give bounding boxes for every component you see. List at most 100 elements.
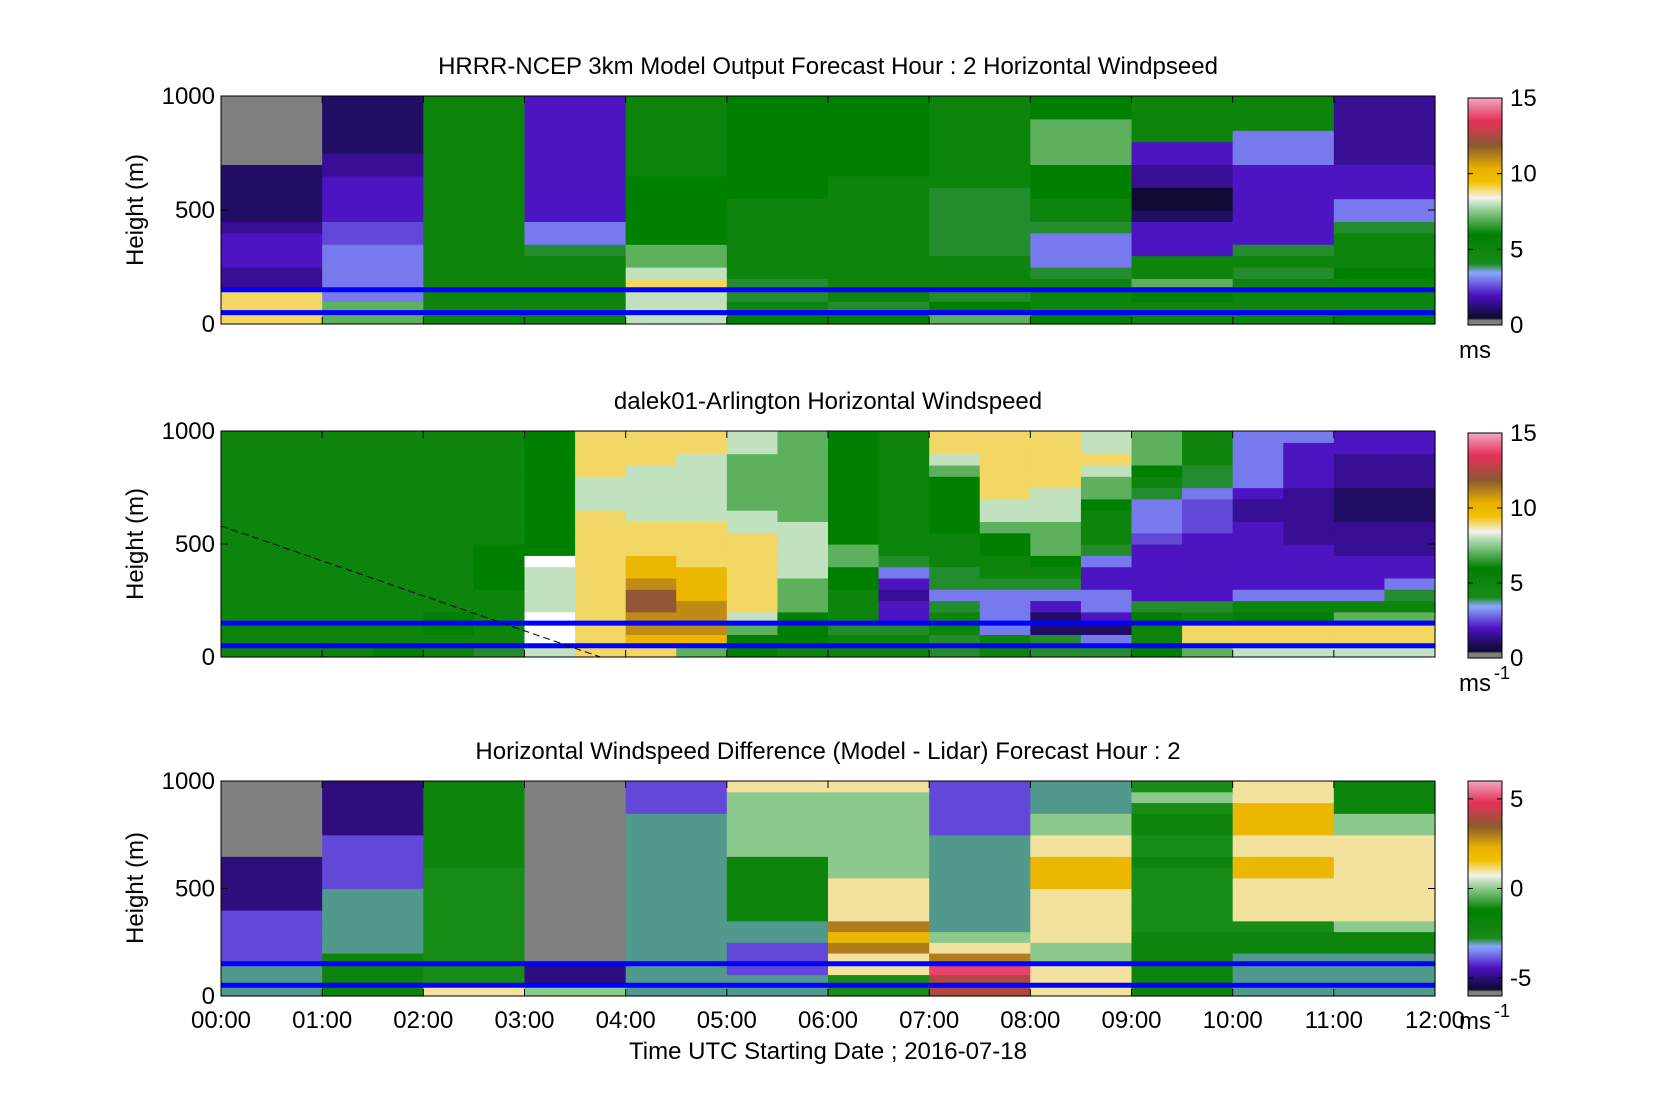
- heatmap-cell: [271, 453, 323, 466]
- heatmap-cell: [271, 510, 323, 522]
- heatmap-cell: [929, 141, 1031, 154]
- heatmap-cell: [1232, 510, 1284, 522]
- heatmap-cell: [423, 791, 526, 804]
- heatmap-cell: [1131, 210, 1234, 222]
- heatmap-cell: [1182, 566, 1234, 579]
- heatmap-cell: [1131, 244, 1234, 257]
- heatmap-cell: [1131, 198, 1234, 211]
- heatmap-cell: [524, 963, 627, 976]
- heatmap-cell: [1131, 532, 1183, 545]
- heatmap-cell: [1030, 931, 1133, 943]
- heatmap-cell: [777, 577, 829, 590]
- heatmap-cell: [1232, 312, 1335, 325]
- heatmap-cell: [524, 781, 627, 793]
- heatmap-cell: [676, 634, 728, 647]
- heatmap-cell: [1080, 634, 1133, 647]
- heatmap-cell: [1131, 953, 1234, 965]
- heatmap-cell: [929, 244, 1031, 257]
- heatmap-cell: [322, 813, 424, 825]
- heatmap-cell: [524, 510, 576, 522]
- heatmap-cell: [625, 645, 677, 658]
- heatmap-cell: [322, 910, 424, 922]
- heatmap-cell: [979, 566, 1031, 579]
- heatmap-cell: [221, 521, 273, 534]
- heatmap-cell: [676, 555, 728, 568]
- heatmap-cell: [1131, 442, 1183, 455]
- heatmap-cell: [322, 888, 424, 900]
- heatmap-cell: [726, 510, 779, 522]
- heatmap-cell: [676, 476, 728, 489]
- heatmap-cell: [271, 532, 323, 545]
- heatmap-cell: [1232, 781, 1335, 793]
- heatmap-cell: [1030, 834, 1133, 847]
- heatmap-cell: [1333, 589, 1386, 602]
- heatmap-cell: [929, 910, 1031, 922]
- heatmap-cell: [423, 974, 526, 986]
- heatmap-cell: [625, 834, 728, 847]
- heatmap-cell: [1232, 255, 1335, 268]
- heatmap-cell: [372, 532, 424, 545]
- heatmap-cell: [271, 555, 323, 568]
- heatmap-cell: [676, 544, 728, 556]
- heatmap-cell: [322, 600, 374, 613]
- heatmap-cell: [1030, 521, 1082, 534]
- heatmap-cell: [625, 312, 728, 325]
- heatmap-cell: [828, 877, 930, 890]
- heatmap-cell: [1333, 888, 1436, 900]
- heatmap-cell: [828, 232, 930, 245]
- heatmap-cell: [221, 244, 323, 257]
- heatmap-cell: [1182, 600, 1234, 613]
- heatmap-cell: [625, 464, 677, 477]
- heatmap-cell: [1333, 476, 1386, 489]
- heatmap-cell: [929, 487, 981, 500]
- heatmap-cell: [271, 634, 323, 647]
- heatmap-cell: [372, 487, 424, 500]
- heatmap-cell: [1384, 645, 1436, 658]
- heatmap-cell: [726, 210, 829, 222]
- heatmap-cell: [524, 910, 627, 922]
- heatmap-cell: [322, 920, 424, 933]
- heatmap-cell: [1131, 453, 1183, 466]
- heatmap-cell: [1232, 244, 1335, 257]
- heatmap-cell: [423, 232, 526, 245]
- heatmap-cell: [1182, 623, 1234, 635]
- heatmap-cell: [221, 544, 273, 556]
- heatmap-cell: [929, 824, 1031, 836]
- heatmap-cell: [1080, 555, 1133, 568]
- y-axis-label: Height (m): [122, 832, 149, 944]
- heatmap-cell: [473, 623, 526, 635]
- heatmap-cell: [1333, 130, 1436, 143]
- heatmap-cell: [828, 442, 880, 455]
- heatmap-cell: [1232, 107, 1335, 120]
- heatmap-cell: [828, 210, 930, 222]
- heatmap-cell: [322, 118, 424, 131]
- heatmap-cell: [524, 974, 627, 986]
- heatmap-cell: [1131, 232, 1234, 245]
- heatmap-cell: [726, 611, 779, 624]
- heatmap-cell: [524, 96, 627, 108]
- heatmap-cell: [929, 555, 981, 568]
- heatmap-cell: [322, 645, 374, 658]
- heatmap-cell: [1030, 442, 1082, 455]
- heatmap-cell: [726, 566, 779, 579]
- heatmap-cell: [726, 834, 829, 847]
- heatmap-cell: [423, 856, 526, 868]
- heatmap-cell: [828, 289, 930, 302]
- heatmap-cell: [1030, 510, 1082, 522]
- y-tick-label: 1000: [162, 768, 215, 795]
- heatmap-cell: [726, 267, 829, 279]
- heatmap-cell: [1030, 942, 1133, 954]
- heatmap-cell: [322, 164, 424, 177]
- heatmap-cell: [625, 953, 728, 965]
- heatmap-cell: [1384, 611, 1436, 624]
- heatmap-cell: [726, 634, 779, 647]
- x-tick-label: 06:00: [798, 1007, 858, 1034]
- heatmap-cell: [423, 867, 526, 879]
- x-tick-label: 09:00: [1101, 1007, 1161, 1034]
- heatmap-cell: [878, 544, 930, 556]
- heatmap-cell: [726, 187, 829, 200]
- heatmap-cell: [1283, 476, 1335, 489]
- heatmap-cell: [423, 118, 526, 131]
- heatmap-cell: [524, 645, 576, 658]
- heatmap-cell: [777, 464, 829, 477]
